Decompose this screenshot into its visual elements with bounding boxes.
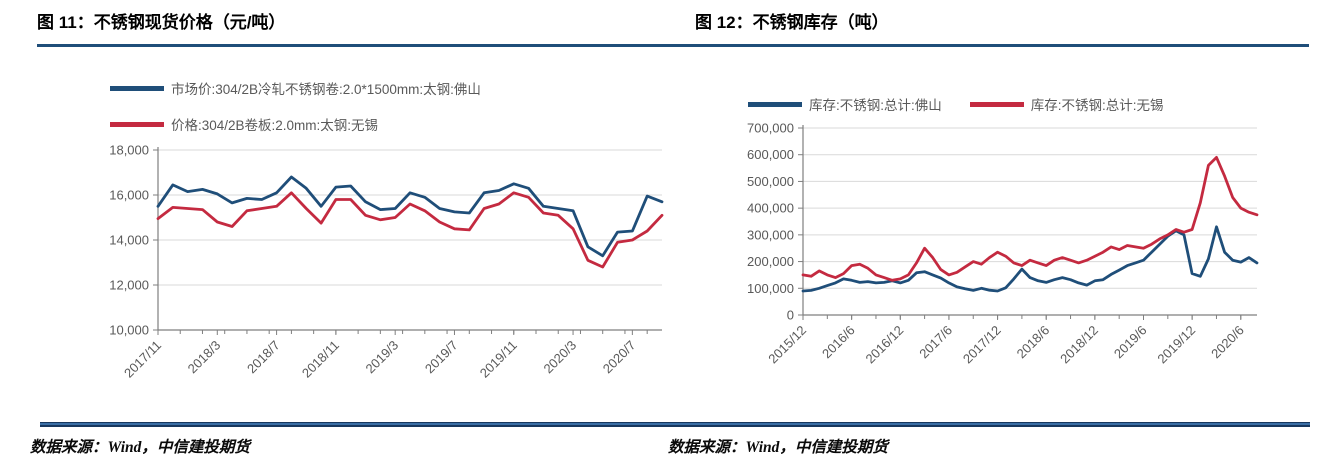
y-tick-label: 200,000 — [747, 254, 794, 269]
figure11-legend: 市场价:304/2B冷轧不锈钢卷:2.0*1500mm:太钢:佛山 价格:304… — [110, 78, 481, 134]
x-tick-label: 2018/3 — [185, 338, 224, 377]
y-tick-label: 0 — [787, 308, 794, 323]
figure12-source-note: 数据来源：Wind，中信建投期货 — [668, 439, 888, 456]
y-tick-label: 18,000 — [109, 143, 149, 158]
x-tick-label: 2015/12 — [765, 323, 809, 367]
legend-label: 价格:304/2B卷板:2.0mm:太钢:无锡 — [171, 118, 379, 133]
y-tick-label: 10,000 — [109, 323, 149, 338]
x-tick-label: 2017/12 — [960, 323, 1004, 367]
y-tick-label: 500,000 — [747, 174, 794, 189]
legend-line-swatch-red — [969, 101, 1024, 107]
legend-item: 价格:304/2B卷板:2.0mm:太钢:无锡 — [110, 114, 481, 134]
figure12-legend: 库存:不锈钢:总计:佛山 库存:不锈钢:总计:无锡 — [748, 94, 1164, 114]
x-tick-label: 2020/7 — [600, 338, 639, 377]
x-tick-label: 2017/6 — [916, 323, 955, 362]
x-tick-label: 2018/7 — [244, 338, 283, 377]
legend-label: 市场价:304/2B冷轧不锈钢卷:2.0*1500mm:太钢:佛山 — [171, 82, 481, 97]
x-tick-label: 2018/12 — [1057, 323, 1101, 367]
series-line-1 — [801, 155, 1259, 282]
legend-label: 库存:不锈钢:总计:无锡 — [1030, 98, 1164, 113]
series-line-1 — [156, 191, 664, 269]
y-tick-label: 400,000 — [747, 201, 794, 216]
y-tick-label: 300,000 — [747, 227, 794, 242]
y-tick-label: 600,000 — [747, 147, 794, 162]
y-tick-label: 12,000 — [109, 278, 149, 293]
y-tick-label: 16,000 — [109, 188, 149, 203]
x-tick-label: 2020/6 — [1208, 323, 1247, 362]
x-tick-label: 2018/11 — [299, 338, 342, 381]
figure12-title: 图 12：不锈钢库存（吨） — [695, 13, 889, 32]
x-tick-label: 2019/12 — [1154, 323, 1198, 367]
x-tick-label: 2017/11 — [121, 338, 164, 381]
x-tick-label: 2019/7 — [422, 338, 461, 377]
legend-line-swatch-red — [110, 121, 164, 127]
legend-line-swatch-blue — [110, 85, 164, 91]
legend-item: 库存:不锈钢:总计:无锡 — [969, 94, 1164, 114]
x-tick-label: 2019/3 — [363, 338, 402, 377]
x-tick-label: 2019/6 — [1111, 323, 1150, 362]
title-underline-rule — [37, 44, 1309, 47]
legend-line-swatch-blue — [748, 101, 802, 107]
x-tick-label: 2019/11 — [477, 338, 520, 381]
figure11-title: 图 11：不锈钢现货价格（元/吨） — [37, 13, 286, 32]
x-tick-label: 2020/3 — [540, 338, 579, 377]
bottom-divider-rule — [40, 422, 1310, 427]
legend-label: 库存:不锈钢:总计:佛山 — [809, 98, 942, 113]
y-tick-label: 14,000 — [109, 233, 149, 248]
legend-item: 市场价:304/2B冷轧不锈钢卷:2.0*1500mm:太钢:佛山 — [110, 78, 481, 98]
x-tick-label: 2018/6 — [1014, 323, 1053, 362]
figure11-source-note: 数据来源：Wind，中信建投期货 — [30, 439, 250, 456]
series-line-0 — [156, 175, 664, 258]
legend-item: 库存:不锈钢:总计:佛山 — [748, 94, 942, 114]
y-tick-label: 100,000 — [747, 281, 794, 296]
y-tick-label: 700,000 — [747, 121, 794, 136]
x-tick-label: 2016/12 — [863, 323, 907, 367]
x-tick-label: 2016/6 — [819, 323, 858, 362]
series-line-0 — [801, 225, 1259, 293]
